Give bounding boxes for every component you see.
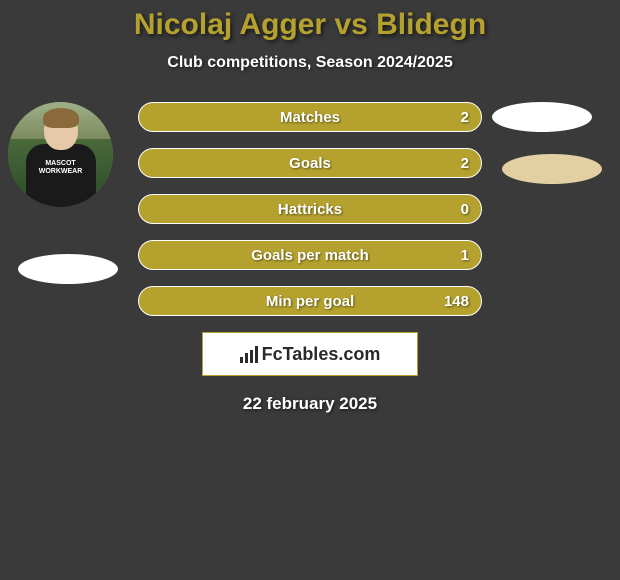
stat-value: 148 <box>444 293 469 310</box>
stat-value: 1 <box>461 247 469 264</box>
stat-value: 2 <box>461 109 469 126</box>
stat-row-hattricks: Hattricks 0 <box>138 194 482 224</box>
stat-value: 2 <box>461 155 469 172</box>
stat-rows: Matches 2 Goals 2 Hattricks 0 Goals per … <box>138 102 482 316</box>
comparison-area: MASCOT WORKWEAR Matches 2 Goals 2 Hattri… <box>0 102 620 414</box>
stat-label: Hattricks <box>278 201 342 218</box>
stat-value: 0 <box>461 201 469 218</box>
stat-row-matches: Matches 2 <box>138 102 482 132</box>
shadow-oval-right-top <box>492 102 592 132</box>
infographic-container: Nicolaj Agger vs Blidegn Club competitio… <box>0 0 620 414</box>
stat-row-goals: Goals 2 <box>138 148 482 178</box>
stat-label: Goals per match <box>251 247 369 264</box>
bar-chart-icon <box>240 345 258 363</box>
avatar-illustration: MASCOT WORKWEAR <box>8 102 113 207</box>
stat-row-goals-per-match: Goals per match 1 <box>138 240 482 270</box>
jersey-text: MASCOT WORKWEAR <box>39 160 83 175</box>
stat-label: Min per goal <box>266 293 354 310</box>
branding-inner: FcTables.com <box>240 344 381 365</box>
stat-label: Matches <box>280 109 340 126</box>
branding-text: FcTables.com <box>262 344 381 365</box>
page-title: Nicolaj Agger vs Blidegn <box>0 8 620 42</box>
stat-label: Goals <box>289 155 331 172</box>
shadow-oval-left <box>18 254 118 284</box>
branding-box: FcTables.com <box>202 332 418 376</box>
stat-row-min-per-goal: Min per goal 148 <box>138 286 482 316</box>
date-text: 22 february 2025 <box>0 394 620 414</box>
shadow-oval-right-bottom <box>502 154 602 184</box>
subtitle: Club competitions, Season 2024/2025 <box>0 54 620 72</box>
player-left-avatar: MASCOT WORKWEAR <box>8 102 113 207</box>
